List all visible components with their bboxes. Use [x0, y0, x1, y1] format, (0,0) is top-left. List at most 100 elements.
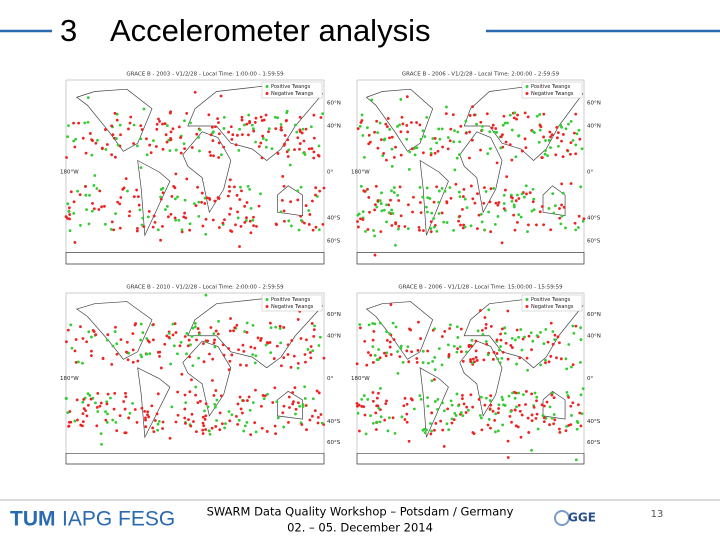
twang-dot	[377, 406, 381, 410]
twang-dot	[571, 401, 575, 405]
twang-dot	[464, 131, 468, 135]
twang-dot	[520, 149, 524, 153]
twang-dot	[425, 205, 428, 209]
twang-dot	[179, 151, 183, 155]
twang-dot	[553, 333, 557, 337]
twang-dot	[245, 399, 249, 402]
twang-dot	[285, 119, 288, 122]
twang-dot	[461, 207, 464, 211]
twang-dot	[298, 115, 302, 119]
twang-dot	[456, 130, 460, 134]
twang-dot	[455, 325, 459, 329]
twang-dot	[385, 351, 389, 355]
twang-dot	[282, 326, 286, 329]
twang-dot	[217, 121, 220, 125]
twang-dot	[570, 414, 573, 417]
legend-label: Positive Twangs	[531, 84, 571, 90]
twang-dot	[512, 116, 516, 120]
twang-dot	[433, 327, 436, 331]
latitude-label: 0°	[327, 170, 333, 176]
twang-dot	[86, 403, 90, 407]
twang-dot	[90, 349, 93, 353]
twang-dot	[513, 408, 517, 412]
twang-dot	[391, 321, 395, 325]
twang-dot	[496, 411, 500, 415]
twang-dot	[483, 316, 487, 319]
twang-dot	[372, 329, 376, 333]
twang-dot	[300, 423, 304, 426]
twang-dot	[388, 128, 392, 131]
twang-dot	[243, 220, 247, 224]
twang-dot	[144, 418, 147, 422]
twang-dot	[273, 115, 277, 119]
twang-dot	[484, 396, 488, 400]
twang-dot	[240, 133, 244, 137]
twang-dot	[418, 228, 421, 232]
twang-dot	[448, 139, 452, 143]
twang-dot	[89, 354, 93, 358]
twang-dot	[264, 113, 268, 117]
twang-dot	[290, 224, 293, 228]
twang-dot	[461, 195, 465, 198]
twang-dot	[264, 343, 268, 347]
twang-dot	[122, 400, 126, 403]
twang-dot	[379, 202, 383, 205]
twang-dot	[535, 399, 538, 403]
twang-dot	[468, 130, 472, 134]
twang-dot	[387, 416, 391, 420]
twang-dot	[260, 426, 264, 430]
twang-dot	[398, 355, 402, 359]
twang-dot	[459, 411, 463, 414]
twang-dot	[393, 432, 397, 435]
twang-dot	[163, 342, 167, 346]
twang-dot	[412, 195, 415, 199]
twang-dot	[401, 122, 405, 126]
twang-dot	[189, 424, 193, 428]
twang-dot	[314, 186, 318, 190]
twang-dot	[385, 399, 388, 403]
twang-dot	[196, 401, 200, 405]
twang-dot	[519, 328, 523, 331]
twang-dot	[209, 154, 213, 157]
twang-dot	[466, 408, 470, 412]
twang-dot	[308, 213, 312, 216]
twang-dot	[318, 189, 322, 193]
twang-dot	[383, 137, 387, 141]
twang-dot	[579, 360, 582, 364]
twang-dot	[421, 129, 425, 133]
twang-dot	[214, 125, 217, 129]
twang-dot	[259, 192, 262, 196]
twang-dot	[475, 122, 478, 126]
legend-box	[261, 81, 323, 99]
twang-dot	[507, 394, 511, 398]
twang-dot	[66, 135, 69, 139]
twang-dot	[168, 149, 172, 153]
twang-dot	[149, 151, 153, 155]
twang-dot	[371, 345, 375, 349]
twang-dot	[421, 428, 425, 432]
twang-dot	[291, 402, 295, 406]
twang-dot	[100, 205, 103, 209]
latitude-label: 60°N	[327, 101, 341, 107]
twang-dot	[299, 214, 303, 218]
coastline	[75, 301, 153, 360]
twang-dot	[173, 322, 177, 326]
twang-dot	[494, 201, 498, 205]
twang-dot	[495, 352, 499, 355]
twang-dot	[386, 429, 390, 433]
twang-dot	[508, 113, 512, 117]
twang-dot	[220, 422, 224, 426]
twang-dot	[82, 407, 86, 410]
twang-dot	[146, 413, 149, 417]
twang-dot	[173, 197, 177, 201]
twang-dot	[459, 327, 463, 331]
twang-dot	[316, 421, 320, 425]
coastline	[459, 340, 503, 417]
twang-dot	[533, 131, 536, 135]
twang-dot	[491, 409, 495, 413]
twang-dot	[369, 353, 373, 357]
twang-dot	[513, 111, 517, 115]
twang-dot	[168, 436, 172, 440]
twang-dot	[81, 412, 85, 416]
coastline	[463, 85, 584, 161]
